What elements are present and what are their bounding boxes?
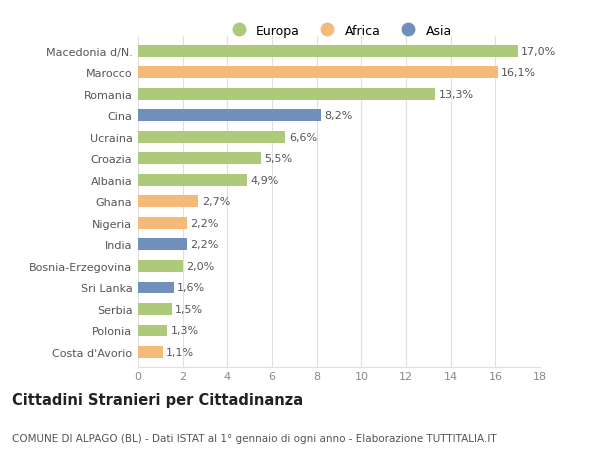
Text: 6,6%: 6,6% (289, 133, 317, 143)
Text: 1,5%: 1,5% (175, 304, 203, 314)
Bar (138, 282, 174, 294)
Text: 1,3%: 1,3% (170, 326, 199, 336)
Text: 2,0%: 2,0% (186, 261, 214, 271)
Text: 5,5%: 5,5% (264, 154, 292, 164)
Bar (138, 89, 435, 101)
Bar (138, 174, 247, 186)
Text: Cittadini Stranieri per Cittadinanza: Cittadini Stranieri per Cittadinanza (12, 392, 303, 407)
Text: 4,9%: 4,9% (251, 175, 279, 185)
Bar (138, 46, 518, 58)
Text: COMUNE DI ALPAGO (BL) - Dati ISTAT al 1° gennaio di ogni anno - Elaborazione TUT: COMUNE DI ALPAGO (BL) - Dati ISTAT al 1°… (12, 433, 497, 442)
Bar (138, 67, 497, 79)
Legend: Europa, Africa, Asia: Europa, Africa, Asia (221, 20, 457, 43)
Bar (138, 132, 286, 144)
Text: 16,1%: 16,1% (501, 68, 536, 78)
Bar (138, 153, 261, 165)
Text: 2,2%: 2,2% (190, 218, 219, 229)
Bar (138, 260, 182, 272)
Bar (138, 110, 321, 122)
Text: 13,3%: 13,3% (439, 90, 473, 100)
Bar (138, 325, 167, 336)
Bar (138, 239, 187, 251)
Bar (138, 218, 187, 230)
Text: 17,0%: 17,0% (521, 47, 556, 57)
Bar (138, 196, 198, 208)
Bar (138, 346, 163, 358)
Text: 8,2%: 8,2% (325, 111, 353, 121)
Text: 1,1%: 1,1% (166, 347, 194, 357)
Text: 2,7%: 2,7% (202, 197, 230, 207)
Bar (138, 303, 172, 315)
Text: 1,6%: 1,6% (177, 283, 205, 293)
Text: 2,2%: 2,2% (190, 240, 219, 250)
